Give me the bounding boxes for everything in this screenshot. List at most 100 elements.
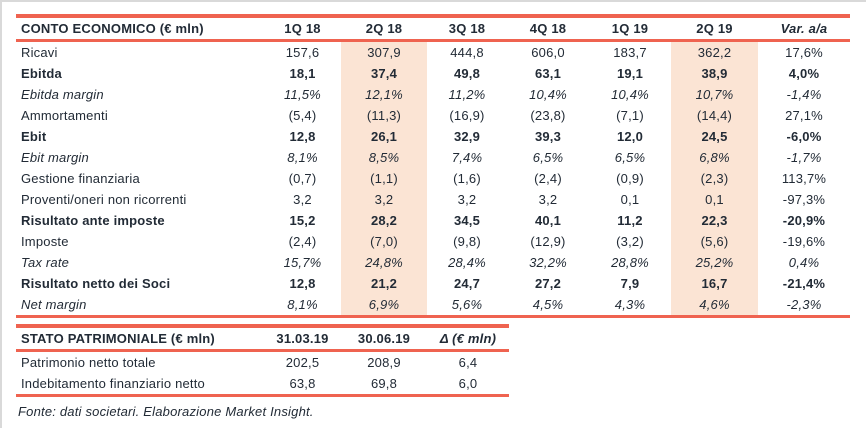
cell: 25,2% <box>671 252 758 273</box>
income-statement-header-row: CONTO ECONOMICO (€ mln) 1Q 18 2Q 18 3Q 18 4Q… <box>16 16 850 41</box>
column-header: 3Q 18 <box>448 21 486 36</box>
row-label: Ebitda <box>21 66 62 81</box>
cell: 8,1% <box>287 297 318 312</box>
row-label: Gestione finanziaria <box>21 171 140 186</box>
cell: 7,4% <box>451 150 483 165</box>
cell: 24,7 <box>453 276 481 291</box>
column-header: 30.06.19 <box>357 331 411 346</box>
cell: 0,1 <box>620 192 640 207</box>
cell: -1,4% <box>786 87 822 102</box>
row-label: Ebit <box>21 129 47 144</box>
cell: 19,1 <box>616 66 644 81</box>
cell: 28,2 <box>341 210 427 231</box>
table-row: Indebitamento finanziario netto 63,8 69,8 6… <box>16 373 509 396</box>
cell: 307,9 <box>341 40 427 63</box>
cell: (11,3) <box>341 105 427 126</box>
cell: (5,4) <box>288 108 317 123</box>
cell: 34,5 <box>453 213 481 228</box>
cell: 8,1% <box>287 150 318 165</box>
column-header: 1Q 19 <box>611 21 649 36</box>
cell: 28,8% <box>611 255 649 270</box>
cell: 202,5 <box>285 355 320 370</box>
cell: 49,8 <box>453 66 481 81</box>
table-row: Risultato ante imposte 15,2 28,2 34,5 40,1 11… <box>16 210 850 231</box>
column-header: 31.03.19 <box>276 331 329 346</box>
cell: 5,6% <box>451 297 483 312</box>
cell: 4,5% <box>532 297 564 312</box>
cell: (0,7) <box>288 171 317 186</box>
row-label: Risultato ante imposte <box>21 213 165 228</box>
cell: 606,0 <box>531 45 565 60</box>
cell: (7,1) <box>616 108 644 123</box>
cell: 6,0 <box>458 376 478 391</box>
table-row: Gestione finanziaria (0,7) (1,1) (1,6) (2,4)… <box>16 168 850 189</box>
cell: (7,0) <box>341 231 427 252</box>
table-row: Proventi/oneri non ricorrenti 3,2 3,2 3,2 3,… <box>16 189 850 210</box>
cell: 12,8 <box>289 129 316 144</box>
balance-sheet-title: STATO PATRIMONIALE (€ mln) <box>21 331 215 346</box>
income-statement-title: CONTO ECONOMICO (€ mln) <box>21 21 204 36</box>
cell: (12,9) <box>530 234 566 249</box>
cell: 27,2 <box>534 276 562 291</box>
row-label: Ammortamenti <box>21 108 108 123</box>
cell: -20,9% <box>782 213 826 228</box>
row-label: Risultato netto dei Soci <box>21 276 171 291</box>
table-row: Ricavi 157,6 307,9 444,8 606,0 183,7 362,2 17,6… <box>16 40 850 63</box>
cell: 8,5% <box>341 147 427 168</box>
column-header: 2Q 19 <box>696 21 733 36</box>
cell: 12,0 <box>616 129 644 144</box>
cell: (2,4) <box>534 171 562 186</box>
cell: 26,1 <box>341 126 427 147</box>
cell: (0,9) <box>616 171 644 186</box>
cell: 21,2 <box>341 273 427 294</box>
cell: 7,9 <box>620 276 640 291</box>
column-header: 2Q 18 <box>365 21 403 36</box>
table-row: Net margin 8,1% 6,9% 5,6% 4,5% 4,3% 4,6% -2,3% <box>16 294 850 317</box>
cell: 22,3 <box>671 210 758 231</box>
table-row: Ebitda 18,1 37,4 49,8 63,1 19,1 38,9 4,0% <box>16 63 850 84</box>
row-label: Ebitda margin <box>21 87 104 102</box>
income-statement-table: CONTO ECONOMICO (€ mln) 1Q 18 2Q 18 3Q 18 4Q… <box>16 14 850 318</box>
cell: 40,1 <box>534 213 562 228</box>
cell: 11,2% <box>448 87 486 102</box>
cell: 10,4% <box>611 87 649 102</box>
cell: 3,2 <box>341 189 427 210</box>
cell: 0,1 <box>671 189 758 210</box>
cell: 16,7 <box>671 273 758 294</box>
cell: 24,5 <box>671 126 758 147</box>
row-label: Proventi/oneri non ricorrenti <box>21 192 187 207</box>
cell: 32,2% <box>529 255 567 270</box>
cell: 3,2 <box>457 192 477 207</box>
row-label: Patrimonio netto totale <box>21 355 156 370</box>
cell: 6,9% <box>341 294 427 317</box>
cell: 24,8% <box>341 252 427 273</box>
balance-sheet-body: Patrimonio netto totale 202,5 208,9 6,4 Inde… <box>16 351 509 396</box>
cell: (1,1) <box>341 168 427 189</box>
cell: (5,6) <box>671 231 758 252</box>
cell: 4,6% <box>671 294 758 317</box>
table-row: Ebit 12,8 26,1 32,9 39,3 12,0 24,5 -6,0% <box>16 126 850 147</box>
table-row: Tax rate 15,7% 24,8% 28,4% 32,2% 28,8% 25,2% 0,… <box>16 252 850 273</box>
cell: 37,4 <box>341 63 427 84</box>
cell: 32,9 <box>453 129 481 144</box>
cell: 6,5% <box>532 150 564 165</box>
cell: 3,2 <box>538 192 558 207</box>
column-header: Var. a/a <box>780 21 828 36</box>
row-label: Indebitamento finanziario netto <box>21 376 205 391</box>
table-row: Ebitda margin 11,5% 12,1% 11,2% 10,4% 10,4% 10… <box>16 84 850 105</box>
cell: 113,7% <box>781 171 827 186</box>
cell: 10,4% <box>529 87 567 102</box>
row-label: Tax rate <box>21 255 70 270</box>
table-row: Ammortamenti (5,4) (11,3) (16,9) (23,8) (7,1)… <box>16 105 850 126</box>
row-label: Ebit margin <box>21 150 89 165</box>
cell: -19,6% <box>782 234 826 249</box>
cell: (23,8) <box>530 108 566 123</box>
cell: 4,0% <box>788 66 820 81</box>
cell: (9,8) <box>453 234 481 249</box>
cell: 28,4% <box>448 255 486 270</box>
cell: 0,4% <box>788 255 820 270</box>
cell: (14,4) <box>671 105 758 126</box>
cell: 208,9 <box>367 355 401 370</box>
column-header: 4Q 18 <box>529 21 567 36</box>
cell: -6,0% <box>786 129 822 144</box>
